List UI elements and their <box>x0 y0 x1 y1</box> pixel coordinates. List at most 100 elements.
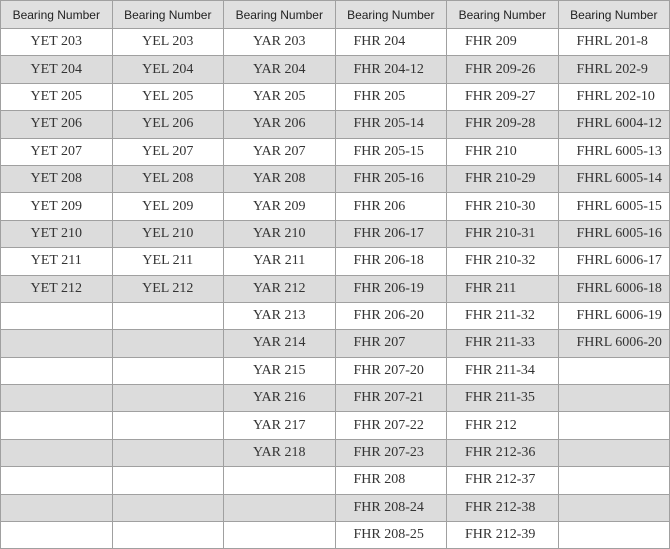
table-cell <box>0 493 113 523</box>
table-cell: FHR 206-19 <box>334 274 447 303</box>
table-cell: FHRL 201-8 <box>557 27 670 57</box>
table-cell: YET 209 <box>0 192 113 221</box>
table-cell: FHR 211-33 <box>446 329 559 358</box>
table-cell: FHR 207-20 <box>334 356 447 386</box>
table-cell <box>111 411 224 440</box>
table-row: YET 203 YEL 203 YAR 203 FHR 204 FHR 209 FHRL … <box>0 27 670 57</box>
table-row: YAR 215 FHR 207-20 FHR 211-34 <box>0 356 670 386</box>
table-cell: YET 205 <box>0 82 113 112</box>
table-cell: FHR 211-35 <box>446 384 559 413</box>
table-cell: FHR 212-37 <box>446 466 559 495</box>
table-cell: FHR 207 <box>334 329 447 358</box>
table-cell: FHRL 6006-18 <box>557 274 670 303</box>
table-cell <box>111 466 224 495</box>
table-row: YET 212 YEL 212 YAR 212 FHR 206-19 FHR 211 FH… <box>0 274 670 303</box>
table-row: YAR 213 FHR 206-20 FHR 211-32 FHRL 6006-19 <box>0 301 670 331</box>
table-cell <box>111 384 224 413</box>
table-cell: FHR 210-30 <box>446 192 559 221</box>
table-cell: YEL 210 <box>111 219 224 249</box>
table-cell <box>0 329 113 358</box>
table-cell: FHR 209-27 <box>446 82 559 112</box>
table-cell <box>557 493 670 523</box>
table-cell <box>111 493 224 523</box>
table-cell: YAR 216 <box>223 384 336 413</box>
column-header: Bearing Number <box>557 0 670 29</box>
table-cell: FHR 206-20 <box>334 301 447 331</box>
table-cell: YAR 218 <box>223 438 336 468</box>
table-cell <box>557 356 670 386</box>
table-cell: FHR 208-25 <box>334 521 447 549</box>
column-header: Bearing Number <box>446 0 559 29</box>
table-cell: YEL 205 <box>111 82 224 112</box>
table-cell: FHR 206-18 <box>334 247 447 276</box>
column-header: Bearing Number <box>0 0 113 29</box>
table-cell: YAR 205 <box>223 82 336 112</box>
table-cell: FHR 212-36 <box>446 438 559 468</box>
table-cell: YET 212 <box>0 274 113 303</box>
table-cell: YAR 213 <box>223 301 336 331</box>
table-cell: FHRL 6006-19 <box>557 301 670 331</box>
table-cell: YET 204 <box>0 55 113 84</box>
table-cell: YEL 212 <box>111 274 224 303</box>
column-header: Bearing Number <box>334 0 447 29</box>
table-cell: YEL 204 <box>111 55 224 84</box>
table-cell: YET 206 <box>0 110 113 139</box>
table-cell: YAR 209 <box>223 192 336 221</box>
table-row: YET 210 YEL 210 YAR 210 FHR 206-17 FHR 210-3… <box>0 219 670 249</box>
table-cell: FHR 210-29 <box>446 164 559 194</box>
table-cell <box>0 438 113 468</box>
table-cell: FHRL 202-10 <box>557 82 670 112</box>
table-cell: FHR 204 <box>334 27 447 57</box>
table-row: YET 209 YEL 209 YAR 209 FHR 206 FHR 210-30 FH… <box>0 192 670 221</box>
table-cell: YAR 204 <box>223 55 336 84</box>
table-cell: YEL 208 <box>111 164 224 194</box>
table-cell: YAR 214 <box>223 329 336 358</box>
table-cell: YET 210 <box>0 219 113 249</box>
table-cell: FHRL 6005-15 <box>557 192 670 221</box>
table-cell: FHRL 202-9 <box>557 55 670 84</box>
table-cell: FHR 205-14 <box>334 110 447 139</box>
table-cell: FHR 208 <box>334 466 447 495</box>
table-row: FHR 208-24 FHR 212-38 <box>0 493 670 523</box>
table-cell: FHR 211 <box>446 274 559 303</box>
table-cell <box>111 521 224 549</box>
table-cell: FHR 209-28 <box>446 110 559 139</box>
table-row: YAR 218 FHR 207-23 FHR 212-36 <box>0 438 670 468</box>
table-cell: FHR 207-23 <box>334 438 447 468</box>
table-cell <box>0 521 113 549</box>
table-cell: FHRL 6004-12 <box>557 110 670 139</box>
table-cell: FHR 204-12 <box>334 55 447 84</box>
table-cell <box>0 384 113 413</box>
table-row: YAR 214 FHR 207 FHR 211-33 FHRL 6006-20 <box>0 329 670 358</box>
table-row: YET 211 YEL 211 YAR 211 FHR 206-18 FHR 210-3… <box>0 247 670 276</box>
column-header: Bearing Number <box>111 0 224 29</box>
table-cell: FHR 208-24 <box>334 493 447 523</box>
table-cell: FHRL 6005-13 <box>557 137 670 166</box>
table-cell: FHR 212-38 <box>446 493 559 523</box>
table-cell <box>111 301 224 331</box>
table-cell: YAR 206 <box>223 110 336 139</box>
table-cell: YET 203 <box>0 27 113 57</box>
table-cell: YEL 203 <box>111 27 224 57</box>
table-cell: YEL 211 <box>111 247 224 276</box>
table-cell: YAR 208 <box>223 164 336 194</box>
header-row: Bearing Number Bearing Number Bearing Numb… <box>0 0 670 29</box>
table-cell: YAR 210 <box>223 219 336 249</box>
table-cell: YAR 203 <box>223 27 336 57</box>
table-cell: FHR 206-17 <box>334 219 447 249</box>
table-cell: YEL 207 <box>111 137 224 166</box>
table-cell <box>111 438 224 468</box>
table-cell: YET 208 <box>0 164 113 194</box>
table-cell <box>557 384 670 413</box>
table-cell: FHR 209-26 <box>446 55 559 84</box>
table-cell <box>223 493 336 523</box>
table-cell: FHR 209 <box>446 27 559 57</box>
table-cell: FHRL 6005-14 <box>557 164 670 194</box>
table-cell: FHR 210-31 <box>446 219 559 249</box>
table-cell: YEL 206 <box>111 110 224 139</box>
table-cell: FHRL 6006-17 <box>557 247 670 276</box>
table-row: FHR 208 FHR 212-37 <box>0 466 670 495</box>
table-cell: FHR 212-39 <box>446 521 559 549</box>
table-cell <box>0 301 113 331</box>
table-cell: FHR 205-16 <box>334 164 447 194</box>
